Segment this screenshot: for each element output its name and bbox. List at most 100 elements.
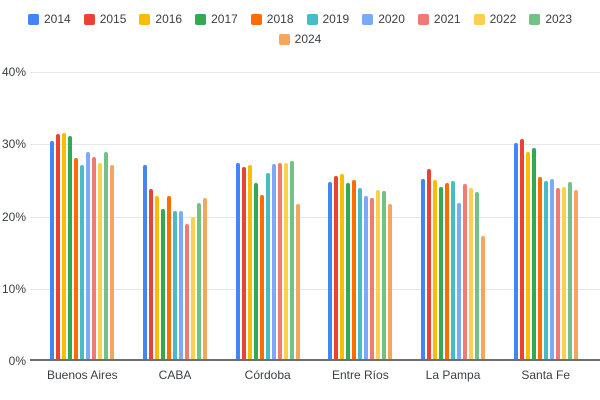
legend-item-2020: 2020 xyxy=(362,12,405,26)
bar-santa-fe-2021[interactable] xyxy=(555,188,560,361)
bar-entre-rios-2019[interactable] xyxy=(358,188,363,361)
bar-cordoba-2019[interactable] xyxy=(265,173,270,361)
bar-buenos-aires-2022[interactable] xyxy=(98,163,103,361)
legend-label-2021: 2021 xyxy=(433,12,461,26)
legend-item-2016: 2016 xyxy=(139,12,182,26)
bar-santa-fe-2015[interactable] xyxy=(519,139,524,361)
bar-buenos-aires-2019[interactable] xyxy=(80,165,85,361)
bar-buenos-aires-2021[interactable] xyxy=(92,157,97,361)
bar-la-pampa-2017[interactable] xyxy=(439,186,444,361)
bar-caba-2015[interactable] xyxy=(149,189,153,361)
legend-row-1: 2014 2015 2016 2017 2018 2019 2020 2021 2022 2023 xyxy=(27,12,573,26)
bar-santa-fe-2018[interactable] xyxy=(537,176,542,361)
bar-groups xyxy=(36,72,592,361)
bar-entre-rios-2024[interactable] xyxy=(388,204,393,361)
legend-swatch-2018-icon xyxy=(250,13,262,25)
x-axis-label-entre-rios: Entre Ríos xyxy=(332,368,389,382)
legend-label-2015: 2015 xyxy=(99,12,127,26)
bar-la-pampa-2016[interactable] xyxy=(433,179,438,361)
bar-buenos-aires-2023[interactable] xyxy=(104,151,109,361)
bar-santa-fe-2020[interactable] xyxy=(549,178,554,361)
legend-label-2020: 2020 xyxy=(378,12,405,26)
bar-caba-2023[interactable] xyxy=(197,202,201,361)
bar-la-pampa-2014[interactable] xyxy=(421,178,426,361)
legend-swatch-2017-icon xyxy=(195,13,207,25)
bar-cordoba-2020[interactable] xyxy=(271,163,276,361)
bar-caba-2016[interactable] xyxy=(155,196,159,361)
gridline-20pct xyxy=(30,216,600,218)
bar-caba-2017[interactable] xyxy=(161,209,165,361)
y-axis-tick-label-0pct: 0% xyxy=(8,354,26,368)
y-axis-tick-label-10pct: 10% xyxy=(1,281,26,296)
bar-cordoba-2023[interactable] xyxy=(289,160,294,361)
bar-group-buenos-aires xyxy=(36,72,129,361)
bar-entre-rios-2021[interactable] xyxy=(370,197,375,361)
bar-caba-2024[interactable] xyxy=(203,197,207,361)
bar-caba-2019[interactable] xyxy=(173,210,177,361)
bar-la-pampa-2022[interactable] xyxy=(469,188,474,361)
legend-label-2022: 2022 xyxy=(489,12,517,26)
bar-la-pampa-2020[interactable] xyxy=(457,202,462,361)
bar-group-cordoba xyxy=(221,72,314,361)
y-axis-tick-label-40pct: 40% xyxy=(1,65,26,79)
bar-entre-rios-2020[interactable] xyxy=(364,196,369,361)
bar-santa-fe-2016[interactable] xyxy=(525,152,530,361)
bar-caba-2014[interactable] xyxy=(143,165,147,361)
bar-la-pampa-2023[interactable] xyxy=(475,191,480,361)
bar-caba-2020[interactable] xyxy=(179,210,183,361)
bar-cordoba-2024[interactable] xyxy=(295,204,300,361)
bar-entre-rios-2018[interactable] xyxy=(352,180,357,361)
bar-la-pampa-2018[interactable] xyxy=(445,183,450,361)
bar-cordoba-2016[interactable] xyxy=(247,165,252,361)
legend-swatch-2022-icon xyxy=(473,13,485,25)
bar-la-pampa-2015[interactable] xyxy=(427,168,432,361)
bar-group-entre-rios xyxy=(314,72,407,361)
legend-swatch-2020-icon xyxy=(362,13,374,25)
bar-santa-fe-2014[interactable] xyxy=(513,142,518,361)
legend-item-2014: 2014 xyxy=(27,12,71,26)
legend-item-2015: 2015 xyxy=(83,12,127,26)
bar-buenos-aires-2014[interactable] xyxy=(50,141,55,361)
bar-cordoba-2015[interactable] xyxy=(241,166,246,361)
bar-santa-fe-2024[interactable] xyxy=(573,189,578,361)
bar-cordoba-2018[interactable] xyxy=(259,194,264,361)
bar-caba-2021[interactable] xyxy=(185,223,189,361)
bar-cordoba-2022[interactable] xyxy=(283,163,288,361)
chart-legend: 2014 2015 2016 2017 2018 2019 2020 2021 2022 2023… xyxy=(0,12,600,46)
legend-label-2019: 2019 xyxy=(322,12,350,26)
legend-swatch-2023-icon xyxy=(529,13,541,25)
bar-entre-rios-2015[interactable] xyxy=(334,176,339,361)
bar-santa-fe-2022[interactable] xyxy=(561,186,566,361)
bar-buenos-aires-2024[interactable] xyxy=(110,164,115,361)
bar-cordoba-2017[interactable] xyxy=(253,183,258,361)
bar-buenos-aires-2018[interactable] xyxy=(74,158,79,361)
bar-caba-2022[interactable] xyxy=(191,217,195,361)
x-axis-label-cordoba: Córdoba xyxy=(244,368,291,382)
bar-entre-rios-2022[interactable] xyxy=(376,189,381,361)
bar-santa-fe-2019[interactable] xyxy=(543,181,548,361)
legend-label-2014: 2014 xyxy=(43,12,71,26)
bar-la-pampa-2019[interactable] xyxy=(451,181,456,361)
bar-santa-fe-2023[interactable] xyxy=(567,181,572,361)
x-axis-line xyxy=(30,359,600,361)
bar-buenos-aires-2016[interactable] xyxy=(62,132,67,361)
x-axis-label-la-pampa: La Pampa xyxy=(425,368,481,382)
bar-buenos-aires-2017[interactable] xyxy=(68,135,73,361)
bar-buenos-aires-2015[interactable] xyxy=(56,134,61,361)
bar-la-pampa-2024[interactable] xyxy=(481,236,486,361)
bar-caba-2018[interactable] xyxy=(167,196,171,361)
bar-entre-rios-2016[interactable] xyxy=(340,173,345,361)
bar-entre-rios-2017[interactable] xyxy=(346,183,351,361)
bar-cordoba-2014[interactable] xyxy=(235,163,240,361)
bar-buenos-aires-2020[interactable] xyxy=(86,152,91,361)
bar-la-pampa-2021[interactable] xyxy=(463,184,468,361)
bar-cordoba-2021[interactable] xyxy=(277,163,282,361)
bar-entre-rios-2014[interactable] xyxy=(328,181,333,361)
bar-group-santa-fe xyxy=(499,72,592,361)
bar-entre-rios-2023[interactable] xyxy=(382,191,387,361)
legend-label-2024: 2024 xyxy=(294,32,322,46)
legend-label-2023: 2023 xyxy=(545,12,573,26)
bar-santa-fe-2017[interactable] xyxy=(531,147,536,361)
x-axis-label-buenos-aires: Buenos Aires xyxy=(46,368,118,382)
